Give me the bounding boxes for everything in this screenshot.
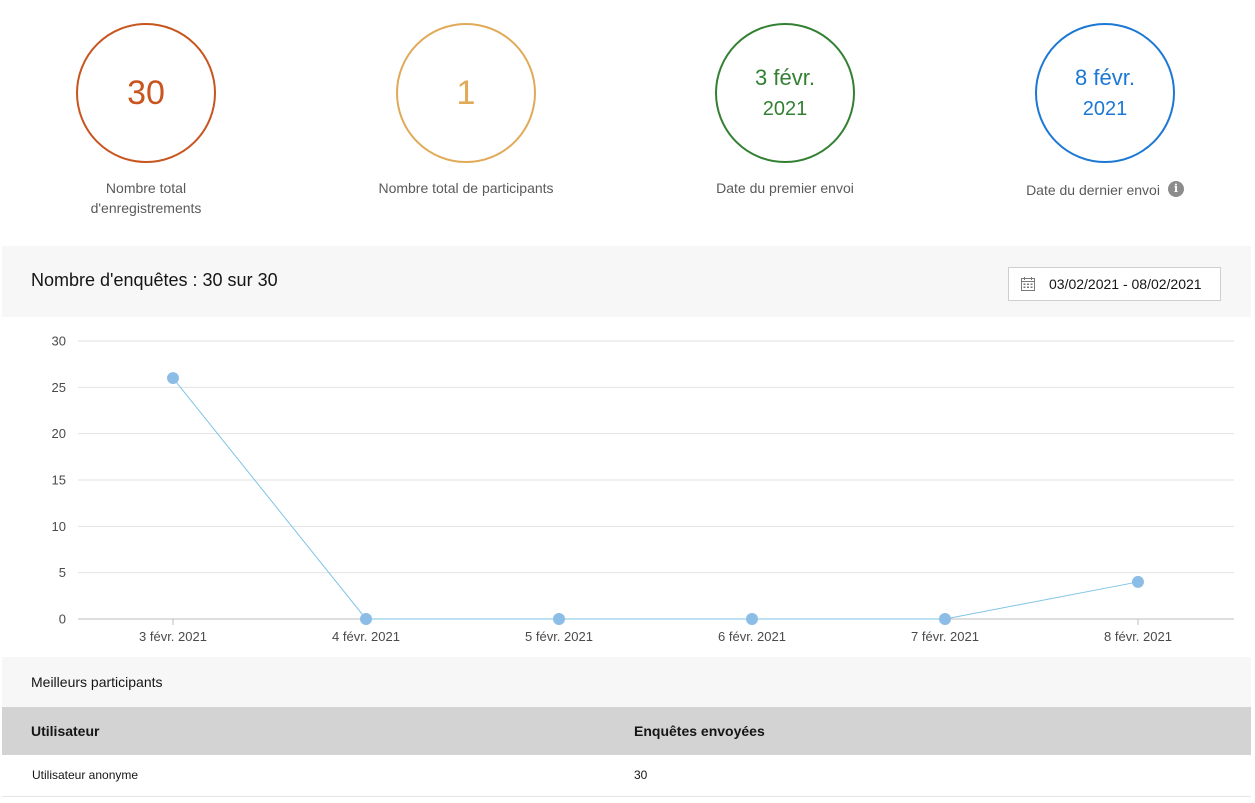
stat-label-line1: Date du premier envoi xyxy=(716,180,854,196)
stat-label-line1: Nombre total xyxy=(105,180,187,196)
stat-circle: 1 xyxy=(396,23,536,163)
stat-date-main: 3 févr. xyxy=(755,64,815,90)
stat-label: Date du premier envoi xyxy=(665,178,905,198)
data-point[interactable] xyxy=(746,613,758,625)
table-header: Utilisateur Enquêtes envoyées xyxy=(2,707,1251,755)
y-tick-label: 10 xyxy=(52,519,66,534)
stat-label: Nombre total d'enregistrements xyxy=(26,178,266,218)
stat-label: Date du dernier envoi i xyxy=(985,180,1225,200)
stat-value: 30 xyxy=(127,74,165,112)
date-range-picker[interactable]: 03/02/2021 - 08/02/2021 xyxy=(1008,267,1221,301)
stat-last-submission: 8 févr. 2021 Date du dernier envoi i xyxy=(985,23,1225,200)
chart-header: Nombre d'enquêtes : 30 sur 30 03/02/2021… xyxy=(2,246,1251,317)
x-tick-label: 5 févr. 2021 xyxy=(525,629,593,644)
submissions-chart: 0 5 10 15 20 25 30 3 févr. 2021 4 févr. 2021 5 fé… xyxy=(2,317,1251,657)
stat-total-participants: 1 Nombre total de participants xyxy=(346,23,586,198)
data-point[interactable] xyxy=(1132,575,1144,588)
column-header-submissions[interactable]: Enquêtes envoyées xyxy=(634,723,765,739)
stat-label: Nombre total de participants xyxy=(346,178,586,198)
line-chart: 0 5 10 15 20 25 30 3 févr. 2021 4 févr. 2021 5 fé… xyxy=(52,334,1234,644)
y-tick-label: 5 xyxy=(59,565,66,580)
data-point[interactable] xyxy=(939,613,951,625)
stat-first-submission: 3 févr. 2021 Date du premier envoi xyxy=(665,23,905,198)
x-tick-label: 8 févr. 2021 xyxy=(1104,629,1172,644)
stat-date-year: 2021 xyxy=(1082,97,1128,120)
stat-circle: 30 xyxy=(76,23,216,163)
x-tick-label: 3 févr. 2021 xyxy=(139,629,207,644)
stat-circle: 3 févr. 2021 xyxy=(715,23,855,163)
stat-date-main: 8 févr. xyxy=(1075,64,1135,90)
chart-title: Nombre d'enquêtes : 30 sur 30 xyxy=(31,270,278,290)
stats-section: 30 Nombre total d'enregistrements 1 Nomb… xyxy=(0,0,1255,246)
y-tick-label: 0 xyxy=(59,612,66,627)
data-point[interactable] xyxy=(167,372,179,385)
data-point[interactable] xyxy=(360,613,372,625)
top-participants-header: Meilleurs participants xyxy=(2,657,1251,707)
stat-circle: 8 févr. 2021 xyxy=(1035,23,1175,163)
stat-label-line2: d'enregistrements xyxy=(90,200,202,216)
data-point[interactable] xyxy=(553,613,565,625)
calendar-icon xyxy=(1021,277,1035,291)
x-tick-label: 4 févr. 2021 xyxy=(332,629,400,644)
table-row: Utilisateur anonyme 30 xyxy=(2,755,1251,797)
y-tick-label: 20 xyxy=(52,426,66,441)
y-tick-label: 15 xyxy=(52,473,66,488)
y-tick-label: 25 xyxy=(52,380,66,395)
info-icon[interactable]: i xyxy=(1167,181,1184,198)
y-tick-label: 30 xyxy=(52,334,66,349)
series-line xyxy=(172,377,1139,620)
stat-date-year: 2021 xyxy=(762,97,808,120)
x-tick-label: 7 févr. 2021 xyxy=(911,629,979,644)
column-header-user[interactable]: Utilisateur xyxy=(31,723,100,739)
stat-label-line1: Nombre total de participants xyxy=(378,180,554,196)
cell-user: Utilisateur anonyme xyxy=(32,768,139,782)
x-tick-label: 6 févr. 2021 xyxy=(718,629,786,644)
date-range-value: 03/02/2021 - 08/02/2021 xyxy=(1049,276,1202,292)
cell-submissions: 30 xyxy=(634,768,648,782)
stat-label-line1: Date du dernier envoi xyxy=(1026,182,1160,198)
stat-value: 1 xyxy=(456,74,476,112)
stat-total-records: 30 Nombre total d'enregistrements xyxy=(26,23,266,218)
top-participants-title: Meilleurs participants xyxy=(31,674,163,690)
